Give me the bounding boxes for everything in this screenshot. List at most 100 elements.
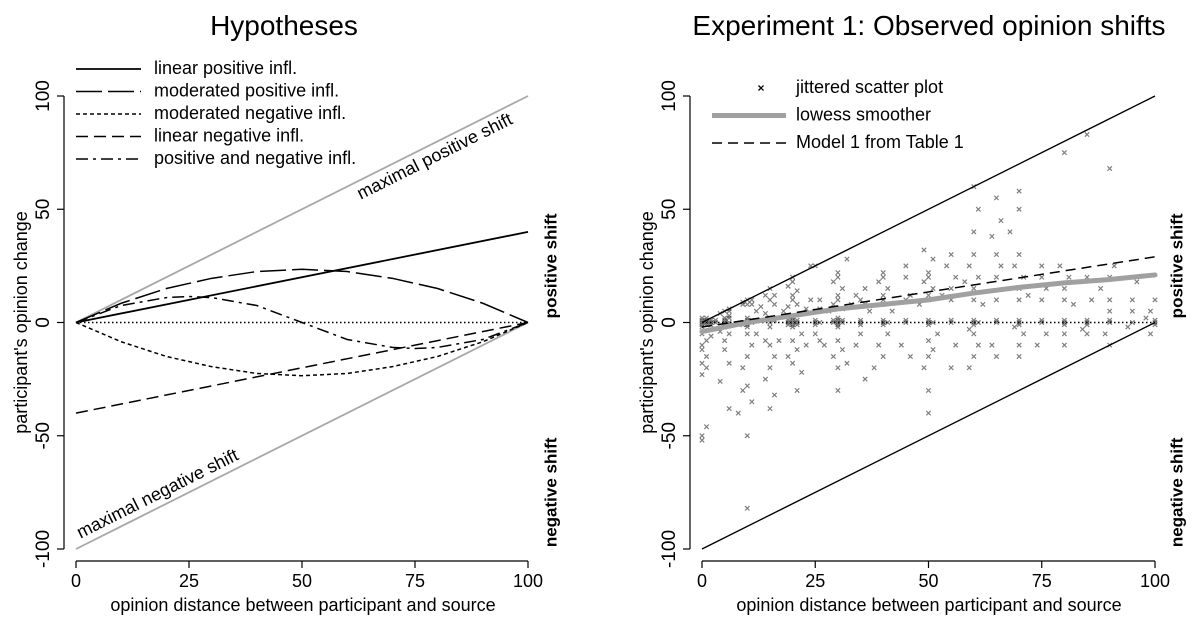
scatter-point bbox=[703, 365, 710, 371]
scatter-point bbox=[1152, 297, 1158, 303]
scatter-point bbox=[948, 285, 954, 292]
scatter-point bbox=[817, 297, 823, 303]
y-tick-label: -50 bbox=[33, 422, 54, 449]
scatter-point bbox=[1007, 229, 1013, 235]
scatter-point bbox=[857, 317, 864, 323]
scatter-point bbox=[925, 387, 932, 394]
max-positive-shift-line bbox=[701, 95, 1156, 324]
scatter-point bbox=[1134, 279, 1140, 285]
scatter-point bbox=[971, 353, 977, 360]
scatter-point bbox=[1016, 206, 1022, 212]
scatter-point bbox=[771, 301, 778, 308]
scatter-point bbox=[767, 342, 773, 348]
scatter-point bbox=[925, 317, 932, 323]
scatter-point bbox=[948, 365, 954, 371]
scatter-point bbox=[1084, 322, 1090, 328]
legend-label: jittered scatter plot bbox=[795, 77, 943, 97]
scatter-point bbox=[771, 392, 778, 398]
scatter-point bbox=[971, 331, 977, 337]
scatter-point bbox=[835, 315, 841, 321]
y-tick-label: -100 bbox=[33, 530, 54, 568]
x-tick-label: 0 bbox=[697, 571, 707, 591]
scatter-point bbox=[1079, 326, 1086, 332]
scatter-point bbox=[1107, 165, 1113, 172]
scatter-point bbox=[925, 410, 932, 416]
scatter-point bbox=[880, 274, 886, 280]
scatter-point bbox=[898, 342, 904, 348]
scatter-point bbox=[1025, 292, 1031, 298]
scatter-point bbox=[794, 347, 800, 353]
legend-label: lowess smoother bbox=[796, 104, 931, 124]
scatter-point bbox=[817, 337, 823, 344]
scatter-point bbox=[789, 279, 796, 285]
scatter-point bbox=[1016, 188, 1022, 194]
scatter-point bbox=[744, 297, 750, 303]
scatter-point bbox=[1152, 322, 1158, 328]
scatter-point bbox=[776, 337, 782, 344]
scatter-point bbox=[889, 308, 895, 314]
scatter-point bbox=[971, 297, 977, 303]
scatter-point bbox=[989, 342, 995, 348]
scatter-point bbox=[799, 369, 805, 375]
scatter-point bbox=[907, 353, 914, 360]
scatter-point bbox=[722, 308, 728, 314]
scatter-point bbox=[1061, 297, 1068, 303]
scatter-point bbox=[726, 313, 732, 319]
scatter-point bbox=[925, 353, 932, 360]
y-tick-label: 50 bbox=[659, 199, 680, 220]
scatter-point bbox=[785, 353, 791, 360]
scatter-point bbox=[925, 292, 932, 298]
x-tick-label: 100 bbox=[513, 571, 543, 591]
scatter-point bbox=[971, 285, 977, 292]
scatter-point bbox=[975, 206, 981, 212]
scatter-point bbox=[762, 310, 769, 317]
scatter-point bbox=[930, 285, 936, 292]
scatter-point bbox=[885, 319, 891, 326]
scatter-point bbox=[1057, 263, 1063, 269]
scatter-point bbox=[726, 360, 732, 366]
scatter-point bbox=[758, 304, 764, 310]
scatter-point bbox=[871, 365, 877, 371]
scatter-point bbox=[880, 353, 886, 360]
scatter-point bbox=[857, 297, 864, 303]
scatter-point bbox=[993, 353, 1000, 360]
scatter-point bbox=[817, 319, 823, 326]
scatter-point bbox=[862, 285, 868, 292]
scatter-point bbox=[1147, 308, 1154, 314]
scatter-point bbox=[767, 297, 773, 303]
scatter-point bbox=[699, 437, 705, 443]
y-tick-label: 0 bbox=[33, 317, 54, 328]
scatter-point bbox=[1107, 297, 1113, 303]
legend-swatch bbox=[758, 85, 764, 91]
scatter-point bbox=[925, 337, 932, 344]
scatter-point bbox=[712, 317, 719, 323]
x-tick-label: 100 bbox=[1140, 571, 1170, 591]
scatter-point bbox=[830, 317, 836, 323]
scatter-point bbox=[1107, 308, 1113, 314]
scatter-point bbox=[1102, 331, 1108, 337]
scatter-point bbox=[903, 263, 909, 269]
scatter-point bbox=[789, 360, 796, 366]
scatter-point bbox=[717, 378, 723, 385]
scatter-point bbox=[930, 319, 936, 326]
scatter-point bbox=[812, 263, 818, 269]
scatter-point bbox=[722, 337, 728, 344]
scatter-point bbox=[749, 301, 755, 308]
scatter-point bbox=[1043, 331, 1049, 337]
scatter-point bbox=[812, 331, 818, 337]
scatter-point bbox=[925, 322, 932, 328]
scatter-point bbox=[708, 317, 714, 323]
model-1-line bbox=[701, 256, 1156, 328]
scatter-point bbox=[785, 283, 791, 289]
scatter-point bbox=[971, 251, 977, 258]
scatter-point bbox=[808, 263, 814, 269]
scatter-point bbox=[708, 333, 714, 339]
scatter-point bbox=[699, 433, 705, 439]
scatter-point bbox=[876, 342, 882, 348]
scatter-point bbox=[971, 317, 977, 323]
scatter-point bbox=[1016, 322, 1022, 328]
scatter-point bbox=[789, 324, 796, 330]
scatter-point bbox=[921, 247, 927, 253]
chart-title: Hypotheses bbox=[210, 10, 358, 41]
